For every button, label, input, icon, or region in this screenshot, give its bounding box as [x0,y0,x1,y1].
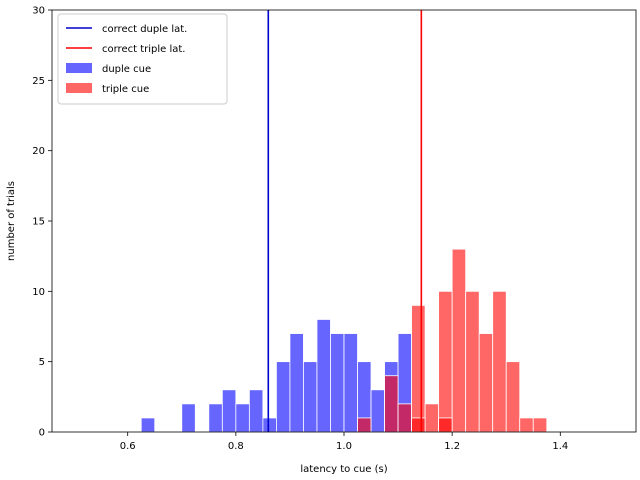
triple-bar [438,417,453,433]
x-tick-label: 1.2 [444,441,460,452]
y-axis-label: number of trials [6,181,17,261]
triple-bar [357,417,372,433]
legend-patch-swatch [66,63,92,73]
triple-bar [411,417,426,433]
duple-bar [221,389,237,433]
duple-bar [276,361,291,433]
legend-label: duple cue [102,64,151,75]
duple-bar [316,319,331,433]
duple-bar [370,389,385,433]
legend-items: correct duple lat. correct triple lat. dup… [66,24,187,95]
legend-label: correct triple lat. [102,44,185,55]
y-tick-label: 10 [32,287,45,298]
triple-bar [532,417,548,433]
legend-label: triple cue [102,84,149,95]
x-tick-label: 0.8 [228,441,244,452]
y-tick-label: 15 [32,217,45,228]
vlines-layer [267,10,423,432]
y-tick-label: 30 [32,6,45,17]
y-tick-label: 25 [32,76,45,87]
duple-bar [208,403,223,433]
triple-bar [411,304,426,433]
triple-bar [492,290,507,433]
duple-bar [262,417,277,433]
x-tick-label: 1.4 [552,441,568,452]
triple-bar [465,290,480,433]
duple-bar [289,333,304,433]
triple-bar [519,417,534,433]
duple-bar [303,361,318,433]
legend: correct duple lat. correct triple lat. dup… [57,13,228,105]
duple-bar [343,333,358,433]
duple-bar [235,403,250,433]
x-tick-label: 0.6 [120,441,136,452]
triple-bar [505,361,521,433]
triple-bar [451,248,467,433]
triple-bar [438,290,453,433]
legend-label: correct duple lat. [102,24,187,35]
bars-layer [140,248,548,433]
legend-patch-swatch [66,83,92,93]
duple-bar [330,333,345,433]
duple-bar [248,389,264,433]
triple-bar [397,403,412,433]
legend-box [57,13,228,105]
x-axis-ticks: 0.6 0.8 1.0 1.2 1.4 [120,432,568,452]
y-axis-ticks: 0 5 10 15 20 25 30 [32,6,52,439]
y-tick-label: 5 [39,357,45,368]
triple-bar [384,375,399,433]
triple-bar [478,333,494,433]
duple-bar [140,417,156,433]
y-tick-label: 20 [32,146,45,157]
x-tick-label: 1.0 [336,441,352,452]
triple-bar [424,403,440,433]
duple-bar [181,403,196,433]
x-axis-label: latency to cue (s) [300,464,387,475]
y-tick-label: 0 [39,428,45,439]
